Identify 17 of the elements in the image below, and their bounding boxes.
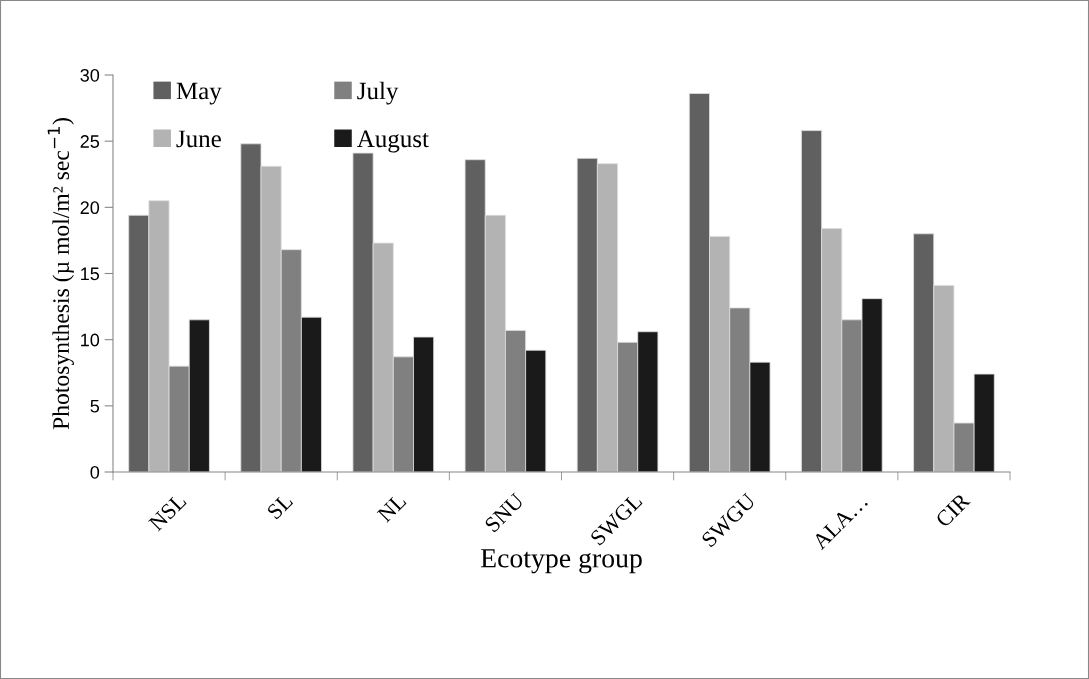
x-axis-title: Ecotype group <box>480 549 642 574</box>
y-tick-label: 0 <box>90 465 100 479</box>
y-tick-label: 5 <box>90 399 100 413</box>
x-tick-label: NSL <box>148 492 187 532</box>
y-tick-label: 20 <box>80 201 100 215</box>
x-tick-label: CIR <box>934 491 971 529</box>
legend-label: June <box>176 130 221 148</box>
legend-label: August <box>357 130 429 153</box>
y-tick-label: 25 <box>80 135 100 148</box>
y-tick-label: 10 <box>81 333 100 347</box>
x-tick-label: SL <box>266 492 294 520</box>
y-tick-label: 15 <box>81 267 100 281</box>
legend-label: July <box>357 81 399 105</box>
legend-label: May <box>176 82 222 105</box>
y-axis-title: Photosynthesis (µ mol/m² sec$^{−1}$) <box>47 118 74 430</box>
y-tick-label: 30 <box>80 68 100 82</box>
x-tick-label: NL <box>376 493 407 523</box>
